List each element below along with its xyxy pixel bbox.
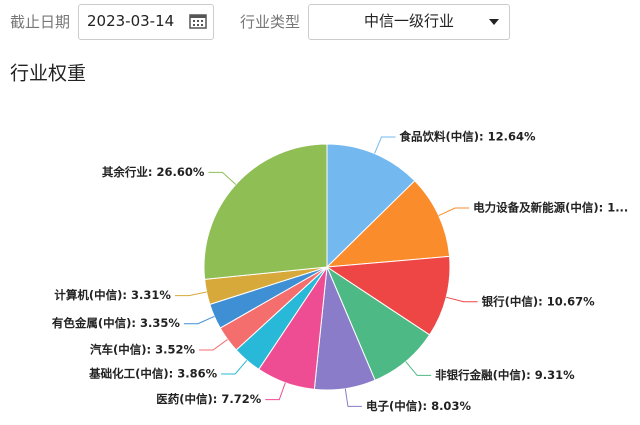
leader-line bbox=[221, 360, 248, 375]
chart-title: 行业权重 bbox=[10, 63, 86, 85]
date-label: 截止日期 bbox=[10, 13, 71, 31]
industry-select[interactable]: 中信一级行业 bbox=[308, 4, 510, 40]
date-value: 2023-03-14 bbox=[87, 12, 175, 30]
leader-line bbox=[374, 136, 396, 154]
leader-line bbox=[265, 382, 286, 401]
leader-line bbox=[446, 296, 478, 303]
data-label: 食品饮料(中信): 12.64% bbox=[400, 129, 536, 143]
leader-line bbox=[208, 171, 237, 185]
leader-line bbox=[174, 291, 207, 297]
date-input[interactable]: 2023-03-14 bbox=[78, 4, 214, 40]
leader-line bbox=[344, 388, 362, 407]
leader-line bbox=[405, 361, 432, 376]
pie-slice bbox=[325, 255, 451, 336]
pie-slice bbox=[326, 143, 416, 269]
data-label: 电子(中信): 8.03% bbox=[366, 399, 471, 413]
leader-line bbox=[183, 315, 215, 325]
dropdown-arrow bbox=[489, 19, 499, 25]
data-label: 有色金属(中信): 3.35% bbox=[52, 316, 180, 330]
data-label: 计算机(中信): 3.31% bbox=[54, 288, 171, 302]
leader-line bbox=[438, 207, 470, 217]
leader-line bbox=[199, 339, 228, 351]
data-label: 基础化工(中信): 3.86% bbox=[88, 366, 217, 380]
industry-value: 中信一级行业 bbox=[363, 12, 454, 30]
data-label: 汽车(中信): 3.52% bbox=[90, 343, 195, 357]
data-label: 电力设备及新能源(中信): 1... bbox=[473, 201, 628, 215]
data-label: 其余行业: 26.60% bbox=[102, 165, 205, 179]
calendar-icon bbox=[189, 14, 207, 29]
data-label: 非银行金融(中信): 9.31% bbox=[435, 368, 575, 382]
data-label: 银行(中信): 10.67% bbox=[482, 294, 595, 308]
industry-label: 行业类型 bbox=[240, 13, 301, 31]
data-label: 医药(中信): 7.72% bbox=[156, 392, 261, 406]
pie-slice bbox=[203, 143, 328, 280]
